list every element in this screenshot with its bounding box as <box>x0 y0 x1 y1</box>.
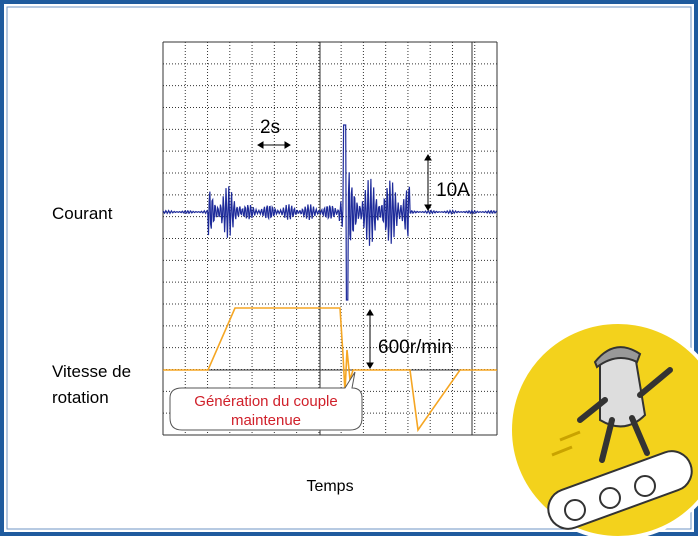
time-scale: 2s <box>260 117 280 138</box>
current-scale: 10A <box>436 180 470 201</box>
scale-markers <box>257 141 432 369</box>
x-axis-label: Temps <box>306 478 353 495</box>
callout <box>169 371 363 431</box>
current-label: Courant <box>52 204 113 223</box>
speed-scale: 600r/min <box>378 337 452 358</box>
speed-label-1: Vitesse de <box>52 362 131 381</box>
mascot-icon <box>508 320 698 536</box>
frame-inner <box>6 6 692 530</box>
speed-waveform <box>163 307 497 433</box>
callout-line-2: maintenue <box>231 412 301 429</box>
current-waveform <box>162 124 498 301</box>
callout-line-1: Génération du couple <box>194 393 337 410</box>
speed-label-2: rotation <box>52 388 109 407</box>
